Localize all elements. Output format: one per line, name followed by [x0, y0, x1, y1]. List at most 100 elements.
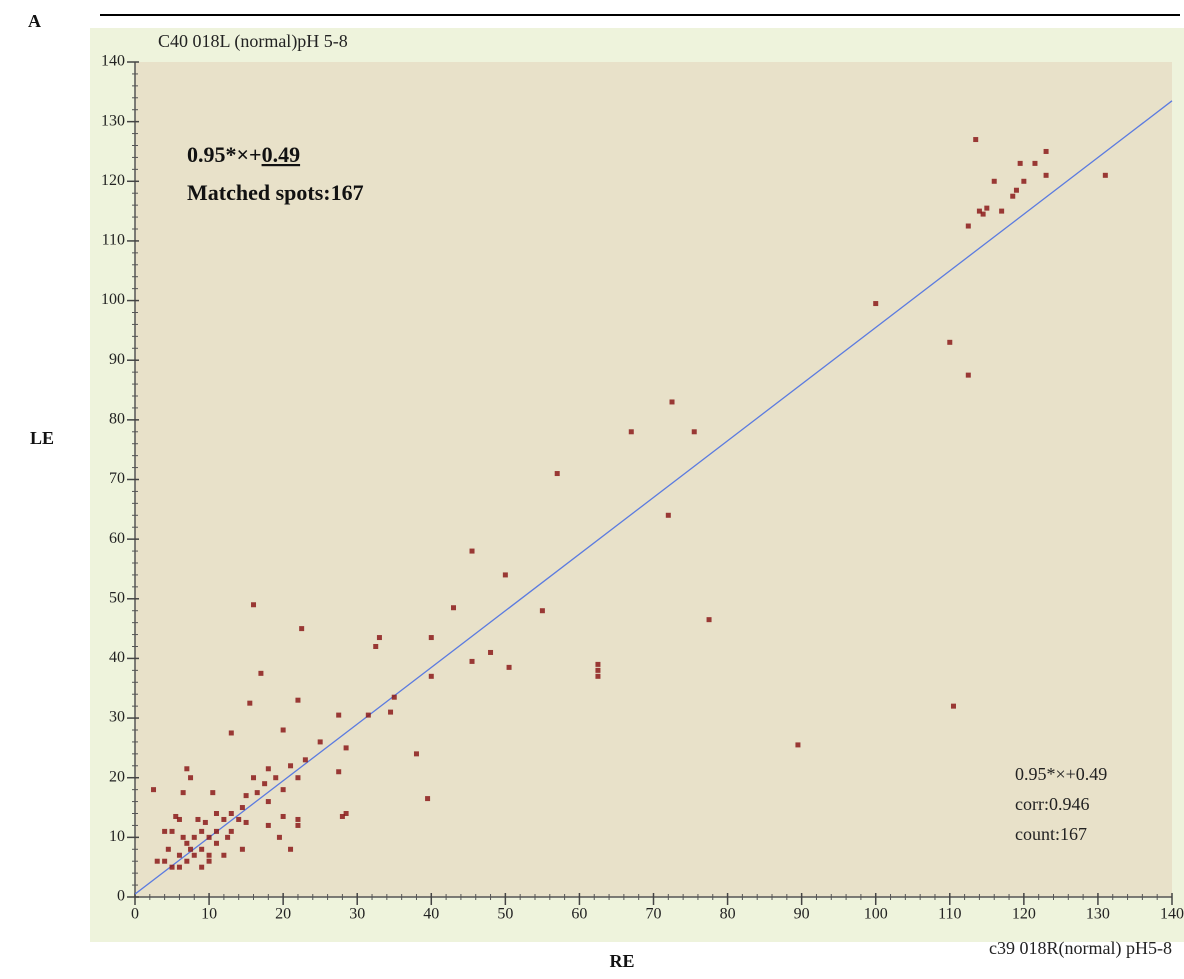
data-point — [199, 846, 205, 852]
y-tick-label: 120 — [101, 172, 125, 189]
y-tick-label: 0 — [117, 888, 125, 905]
x-tick-label: 100 — [864, 906, 888, 923]
data-point — [206, 858, 212, 864]
y-tick-label: 40 — [109, 649, 125, 666]
data-point — [162, 828, 168, 834]
x-tick-label: 80 — [720, 906, 736, 923]
data-point — [991, 178, 997, 184]
data-point — [1043, 148, 1049, 154]
data-point — [213, 840, 219, 846]
data-point — [976, 208, 982, 214]
data-point — [165, 846, 171, 852]
data-point — [1102, 172, 1108, 178]
data-point — [202, 819, 208, 825]
panel-label: A — [28, 11, 41, 31]
data-point — [265, 799, 271, 805]
data-point — [176, 852, 182, 858]
data-point — [262, 781, 268, 787]
data-point — [317, 739, 323, 745]
data-point — [169, 828, 175, 834]
x-tick-label: 60 — [571, 906, 587, 923]
data-point — [184, 766, 190, 772]
data-point — [628, 429, 634, 435]
data-point — [339, 813, 345, 819]
data-point — [469, 658, 475, 664]
data-point — [595, 661, 601, 667]
data-point — [151, 787, 157, 793]
y-tick-label: 50 — [109, 589, 125, 606]
y-tick-label: 80 — [109, 411, 125, 428]
data-point — [239, 846, 245, 852]
y-tick-label: 110 — [102, 232, 125, 249]
data-point — [999, 208, 1005, 214]
data-point — [336, 769, 342, 775]
data-point — [295, 775, 301, 781]
data-point — [980, 211, 986, 217]
x-tick-label: 70 — [646, 906, 662, 923]
x-tick-label: 40 — [423, 906, 439, 923]
data-point — [502, 572, 508, 578]
data-point — [288, 846, 294, 852]
data-point — [195, 816, 201, 822]
data-point — [258, 670, 264, 676]
data-point — [251, 602, 257, 608]
data-point — [154, 858, 160, 864]
data-point — [236, 816, 242, 822]
matched-spots: Matched spots:167 — [187, 180, 364, 205]
data-point — [947, 339, 953, 345]
data-point — [973, 137, 979, 143]
data-point — [1017, 160, 1023, 166]
data-point — [228, 811, 234, 816]
data-point — [1010, 193, 1016, 199]
data-point — [1013, 187, 1019, 193]
data-point — [221, 852, 227, 858]
data-point — [428, 673, 434, 679]
data-point — [243, 819, 249, 825]
data-point — [413, 751, 419, 757]
data-point — [199, 828, 205, 834]
equation-intercept: 0.49 — [262, 142, 301, 167]
data-point — [188, 775, 194, 781]
data-point — [243, 793, 249, 799]
data-point — [265, 766, 271, 772]
data-point — [451, 605, 457, 611]
data-point — [965, 372, 971, 378]
data-point — [1021, 178, 1027, 184]
data-point — [691, 429, 697, 435]
data-point — [213, 811, 219, 816]
data-point — [295, 816, 301, 822]
data-point — [176, 816, 182, 822]
x-tick-label: 50 — [497, 906, 513, 923]
data-point — [1043, 172, 1049, 178]
data-point — [539, 608, 545, 614]
data-point — [169, 864, 175, 870]
data-point — [188, 846, 194, 852]
data-point — [184, 840, 190, 846]
x-tick-label: 0 — [131, 906, 139, 923]
x-tick-label: 20 — [275, 906, 291, 923]
y-tick-label: 140 — [101, 53, 125, 70]
data-point — [191, 834, 197, 840]
y-tick-label: 90 — [109, 351, 125, 368]
x-tick-label: 120 — [1012, 906, 1036, 923]
x-tick-label: 90 — [794, 906, 810, 923]
data-point — [280, 813, 286, 819]
y-tick-label: 20 — [109, 768, 125, 785]
data-point — [199, 864, 205, 870]
equation-prefix: 0.95*×+ — [187, 142, 262, 167]
data-point — [180, 834, 186, 840]
stats-corr: corr:0.946 — [1015, 794, 1089, 814]
data-point — [225, 834, 231, 840]
data-point — [239, 805, 245, 811]
chart-subtitle: c39 018R(normal) pH5-8 — [989, 938, 1172, 959]
data-point — [1032, 160, 1038, 166]
x-tick-label: 140 — [1160, 906, 1184, 923]
data-point — [210, 790, 216, 796]
data-point — [595, 667, 601, 673]
data-point — [488, 649, 494, 655]
y-tick-label: 30 — [109, 709, 125, 726]
x-axis-label: RE — [609, 951, 634, 971]
data-point — [706, 617, 712, 623]
data-point — [254, 790, 260, 796]
data-point — [595, 673, 601, 679]
